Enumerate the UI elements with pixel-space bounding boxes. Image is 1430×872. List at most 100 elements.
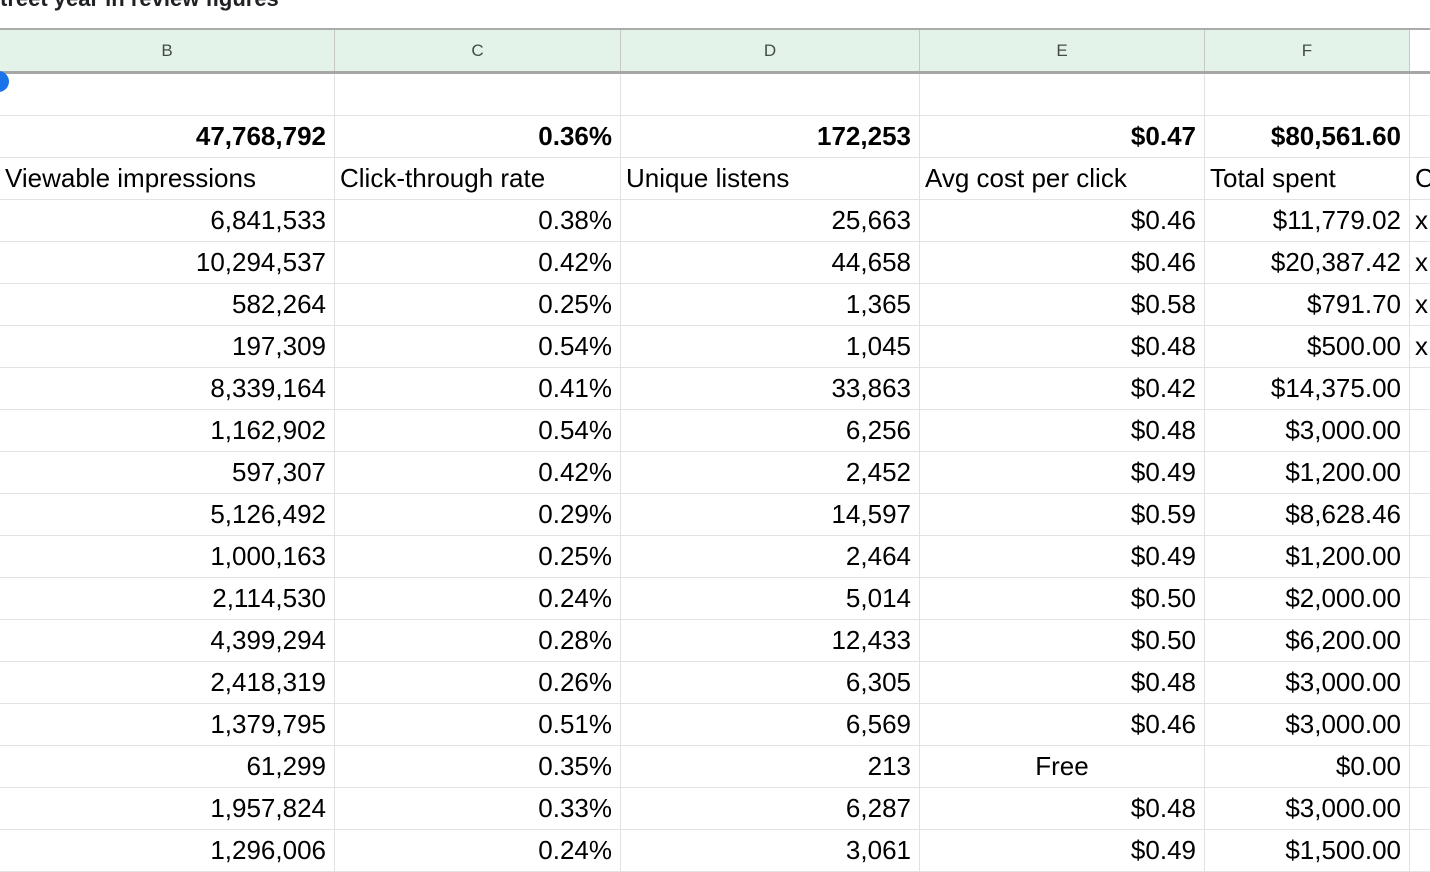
cell-G-data-row-1[interactable]: x [1410, 200, 1430, 242]
cell-E-data-row-2[interactable]: $0.46 [920, 242, 1205, 284]
cell-B-empty-row[interactable] [0, 74, 335, 116]
cell-B-data-row-5[interactable]: 8,339,164 [0, 368, 335, 410]
cell-D-data-row-7[interactable]: 2,452 [621, 452, 920, 494]
cell-G-data-row-6[interactable] [1410, 410, 1430, 452]
cell-E-data-row-16[interactable]: $0.49 [920, 830, 1205, 872]
cell-D-data-row-10[interactable]: 5,014 [621, 578, 920, 620]
cell-G-empty-row[interactable] [1410, 74, 1430, 116]
cell-F-data-row-15[interactable]: $3,000.00 [1205, 788, 1410, 830]
cell-B-data-row-6[interactable]: 1,162,902 [0, 410, 335, 452]
cell-F-data-row-14[interactable]: $0.00 [1205, 746, 1410, 788]
cell-D-data-row-12[interactable]: 6,305 [621, 662, 920, 704]
cell-C-field-header-row[interactable]: Click-through rate [335, 158, 621, 200]
cell-G-data-row-11[interactable] [1410, 620, 1430, 662]
cell-E-data-row-5[interactable]: $0.42 [920, 368, 1205, 410]
column-header-G[interactable] [1410, 30, 1430, 71]
cell-F-data-row-9[interactable]: $1,200.00 [1205, 536, 1410, 578]
cell-C-data-row-7[interactable]: 0.42% [335, 452, 621, 494]
cell-B-data-row-10[interactable]: 2,114,530 [0, 578, 335, 620]
cell-B-data-row-2[interactable]: 10,294,537 [0, 242, 335, 284]
cell-E-data-row-13[interactable]: $0.46 [920, 704, 1205, 746]
cell-D-data-row-13[interactable]: 6,569 [621, 704, 920, 746]
cell-G-data-row-16[interactable] [1410, 830, 1430, 872]
cell-E-data-row-14[interactable]: Free [920, 746, 1205, 788]
cell-B-data-row-15[interactable]: 1,957,824 [0, 788, 335, 830]
cell-D-data-row-4[interactable]: 1,045 [621, 326, 920, 368]
cell-E-data-row-11[interactable]: $0.50 [920, 620, 1205, 662]
cell-E-data-row-3[interactable]: $0.58 [920, 284, 1205, 326]
cell-B-data-row-13[interactable]: 1,379,795 [0, 704, 335, 746]
cell-B-field-header-row[interactable]: Viewable impressions [0, 158, 335, 200]
cell-F-data-row-13[interactable]: $3,000.00 [1205, 704, 1410, 746]
cell-E-data-row-15[interactable]: $0.48 [920, 788, 1205, 830]
cell-C-data-row-11[interactable]: 0.28% [335, 620, 621, 662]
cell-F-data-row-11[interactable]: $6,200.00 [1205, 620, 1410, 662]
cell-B-data-row-12[interactable]: 2,418,319 [0, 662, 335, 704]
cell-C-empty-row[interactable] [335, 74, 621, 116]
cell-G-data-row-8[interactable] [1410, 494, 1430, 536]
cell-D-empty-row[interactable] [621, 74, 920, 116]
cell-E-data-row-4[interactable]: $0.48 [920, 326, 1205, 368]
cell-C-data-row-12[interactable]: 0.26% [335, 662, 621, 704]
cell-F-totals-row[interactable]: $80,561.60 [1205, 116, 1410, 158]
cell-E-data-row-9[interactable]: $0.49 [920, 536, 1205, 578]
cell-F-data-row-12[interactable]: $3,000.00 [1205, 662, 1410, 704]
cell-C-data-row-8[interactable]: 0.29% [335, 494, 621, 536]
cell-E-data-row-10[interactable]: $0.50 [920, 578, 1205, 620]
cell-B-data-row-16[interactable]: 1,296,006 [0, 830, 335, 872]
cell-G-data-row-5[interactable] [1410, 368, 1430, 410]
cell-C-data-row-16[interactable]: 0.24% [335, 830, 621, 872]
cell-E-data-row-1[interactable]: $0.46 [920, 200, 1205, 242]
cell-F-data-row-16[interactable]: $1,500.00 [1205, 830, 1410, 872]
cell-G-data-row-15[interactable] [1410, 788, 1430, 830]
cell-C-data-row-3[interactable]: 0.25% [335, 284, 621, 326]
cell-F-data-row-8[interactable]: $8,628.46 [1205, 494, 1410, 536]
cell-E-empty-row[interactable] [920, 74, 1205, 116]
cell-D-data-row-2[interactable]: 44,658 [621, 242, 920, 284]
cell-E-totals-row[interactable]: $0.47 [920, 116, 1205, 158]
cell-G-data-row-12[interactable] [1410, 662, 1430, 704]
cell-C-data-row-4[interactable]: 0.54% [335, 326, 621, 368]
cell-C-data-row-1[interactable]: 0.38% [335, 200, 621, 242]
cell-C-data-row-10[interactable]: 0.24% [335, 578, 621, 620]
column-header-D[interactable]: D [621, 30, 920, 71]
cell-B-data-row-11[interactable]: 4,399,294 [0, 620, 335, 662]
cell-C-data-row-13[interactable]: 0.51% [335, 704, 621, 746]
cell-D-data-row-6[interactable]: 6,256 [621, 410, 920, 452]
column-header-E[interactable]: E [920, 30, 1205, 71]
cell-E-data-row-7[interactable]: $0.49 [920, 452, 1205, 494]
cell-G-data-row-4[interactable]: x [1410, 326, 1430, 368]
cell-B-data-row-3[interactable]: 582,264 [0, 284, 335, 326]
cell-G-totals-row[interactable] [1410, 116, 1430, 158]
cell-E-data-row-8[interactable]: $0.59 [920, 494, 1205, 536]
cell-C-data-row-14[interactable]: 0.35% [335, 746, 621, 788]
cell-D-data-row-14[interactable]: 213 [621, 746, 920, 788]
cell-G-data-row-13[interactable] [1410, 704, 1430, 746]
cell-G-data-row-3[interactable]: x [1410, 284, 1430, 326]
cell-B-data-row-1[interactable]: 6,841,533 [0, 200, 335, 242]
cell-F-data-row-7[interactable]: $1,200.00 [1205, 452, 1410, 494]
cell-F-data-row-3[interactable]: $791.70 [1205, 284, 1410, 326]
cell-B-data-row-8[interactable]: 5,126,492 [0, 494, 335, 536]
cell-F-field-header-row[interactable]: Total spent [1205, 158, 1410, 200]
cell-G-data-row-9[interactable] [1410, 536, 1430, 578]
cell-F-data-row-2[interactable]: $20,387.42 [1205, 242, 1410, 284]
column-header-F[interactable]: F [1205, 30, 1410, 71]
cell-F-data-row-5[interactable]: $14,375.00 [1205, 368, 1410, 410]
column-header-B[interactable]: B [0, 30, 335, 71]
cell-G-data-row-2[interactable]: x [1410, 242, 1430, 284]
cell-D-totals-row[interactable]: 172,253 [621, 116, 920, 158]
cell-F-data-row-6[interactable]: $3,000.00 [1205, 410, 1410, 452]
cell-F-data-row-10[interactable]: $2,000.00 [1205, 578, 1410, 620]
cell-C-data-row-9[interactable]: 0.25% [335, 536, 621, 578]
cell-B-data-row-14[interactable]: 61,299 [0, 746, 335, 788]
cell-E-data-row-6[interactable]: $0.48 [920, 410, 1205, 452]
cell-C-data-row-6[interactable]: 0.54% [335, 410, 621, 452]
cell-D-data-row-1[interactable]: 25,663 [621, 200, 920, 242]
column-header-C[interactable]: C [335, 30, 621, 71]
cell-B-data-row-7[interactable]: 597,307 [0, 452, 335, 494]
cell-D-data-row-11[interactable]: 12,433 [621, 620, 920, 662]
cell-D-data-row-16[interactable]: 3,061 [621, 830, 920, 872]
cell-D-data-row-15[interactable]: 6,287 [621, 788, 920, 830]
cell-G-data-row-14[interactable] [1410, 746, 1430, 788]
